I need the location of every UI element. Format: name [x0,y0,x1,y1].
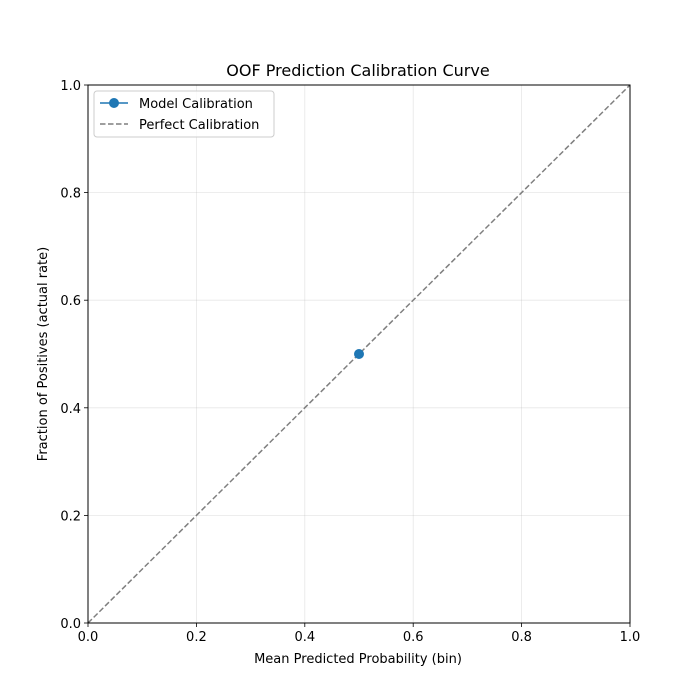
legend-perfect-label: Perfect Calibration [139,118,259,133]
y-tick-label-4: 0.8 [60,187,81,202]
x-tick-label-0: 0.0 [78,630,99,645]
legend-model-label: Model Calibration [139,97,253,112]
y-tick-label-5: 1.0 [60,79,81,94]
y-tick-label-2: 0.4 [60,402,81,417]
legend: Model Calibration Perfect Calibration [93,90,275,138]
chart-title: OOF Prediction Calibration Curve [226,61,489,80]
perfect-calibration-line [87,84,631,624]
legend-model-marker-swatch [109,98,119,108]
y-tick-label-0: 0.0 [60,617,81,632]
x-tick-label-4: 0.8 [511,630,532,645]
y-tick-label-3: 0.6 [60,294,81,309]
x-axis-title: Mean Predicted Probability (bin) [254,652,462,667]
x-tick-label-3: 0.6 [403,630,424,645]
data-series [87,84,631,624]
legend-box [93,90,275,138]
plot-frame [87,84,631,624]
axis-ticks: 0.0 0.2 0.4 0.6 0.8 1.0 0.0 0.2 0.4 0.6 0.8 1.0 [60,79,640,645]
x-tick-label-1: 0.2 [186,630,207,645]
y-tick-label-1: 0.2 [60,509,81,524]
model-calibration-point-0 [354,349,364,359]
y-axis-title: Fraction of Positives (actual rate) [36,247,51,461]
x-tick-label-2: 0.4 [294,630,315,645]
x-tick-label-5: 1.0 [620,630,641,645]
